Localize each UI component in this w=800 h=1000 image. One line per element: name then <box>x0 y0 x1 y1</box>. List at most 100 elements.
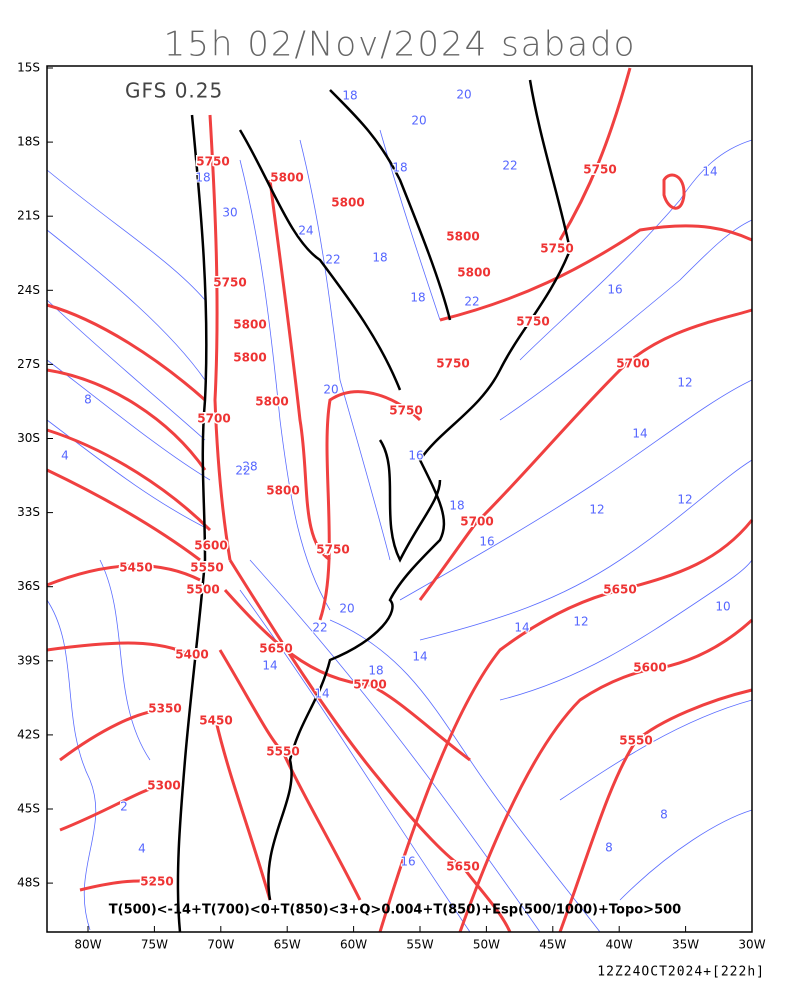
thickness-label: 14 <box>514 621 529 635</box>
lon-label: 50W <box>473 938 500 952</box>
height-contour <box>558 688 753 933</box>
lat-label: 18S <box>17 135 40 149</box>
height-label: 5800 <box>233 351 266 365</box>
thickness-line <box>249 559 541 933</box>
height-contour <box>318 390 422 621</box>
thickness-label: 28 <box>242 460 257 474</box>
lon-label: 55W <box>406 938 433 952</box>
thickness-label: 18 <box>342 89 357 103</box>
thickness-label: 12 <box>573 615 588 629</box>
height-contour <box>208 114 232 561</box>
height-contour <box>59 784 161 832</box>
thickness-line <box>499 559 753 701</box>
lon-label: 45W <box>539 938 566 952</box>
map-title: 15h 02/Nov/2024 sabado <box>164 25 637 65</box>
thickness-label: 2 <box>120 800 128 814</box>
height-contour <box>558 67 632 241</box>
height-contour <box>46 564 201 587</box>
thickness-label: 22 <box>235 464 250 478</box>
thickness-line <box>419 459 753 641</box>
thickness-line <box>399 379 753 601</box>
lat-label: 24S <box>17 283 40 297</box>
thickness-label: 20 <box>411 114 426 128</box>
height-label: 5800 <box>331 196 364 210</box>
thickness-line <box>46 299 206 441</box>
height-contour <box>79 879 158 892</box>
thickness-label: 8 <box>605 841 613 855</box>
height-label: 5800 <box>270 171 303 185</box>
thickness-label: 18 <box>392 161 407 175</box>
height-label: 5750 <box>516 315 549 329</box>
height-label: 5300 <box>147 779 180 793</box>
height-contour <box>46 368 207 471</box>
height-contour <box>218 649 362 901</box>
thickness-label: 18 <box>449 499 464 513</box>
height-label: 5600 <box>633 661 666 675</box>
legend-text: T(500)<-14+T(700)<0+T(850)<3+Q>0.004+T(8… <box>109 903 681 918</box>
thickness-label: 22 <box>502 159 517 173</box>
height-label: 5550 <box>619 734 652 748</box>
thickness-label: 22 <box>312 621 327 635</box>
blue-contours <box>46 129 753 933</box>
lat-label: 36S <box>17 579 40 593</box>
thickness-label: 12 <box>677 493 692 507</box>
thickness-line <box>619 809 753 901</box>
height-contour <box>418 308 753 601</box>
height-label: 5750 <box>583 163 616 177</box>
model-label: GFS 0.25 <box>125 79 223 103</box>
lon-label: 75W <box>141 938 168 952</box>
height-label: 5750 <box>316 543 349 557</box>
height-label: 5650 <box>259 642 292 656</box>
lon-label: 80W <box>74 938 101 952</box>
height-label: 5800 <box>446 230 479 244</box>
height-label: 5500 <box>186 583 219 597</box>
thickness-line <box>519 139 753 361</box>
thickness-label: 16 <box>408 449 423 463</box>
thickness-label: 12 <box>677 376 692 390</box>
thickness-label: 12 <box>589 503 604 517</box>
red-contours <box>46 67 754 933</box>
height-label: 5650 <box>446 860 479 874</box>
lat-label: 27S <box>17 357 40 371</box>
height-contour <box>214 720 272 901</box>
height-label: 5450 <box>199 714 232 728</box>
thickness-label: 4 <box>61 449 69 463</box>
height-contour <box>662 173 686 210</box>
lon-label: 35W <box>672 938 699 952</box>
height-label: 5350 <box>148 702 181 716</box>
height-contour <box>46 428 212 532</box>
lon-label: 30W <box>738 938 765 952</box>
height-contour <box>46 303 206 402</box>
thickness-label: 22 <box>325 253 340 267</box>
height-contour <box>458 618 754 933</box>
thickness-label: 20 <box>456 88 471 102</box>
thickness-label: 18 <box>195 171 210 185</box>
height-label: 5750 <box>436 357 469 371</box>
thickness-line <box>559 699 753 801</box>
thickness-line <box>46 229 206 381</box>
height-contour <box>46 468 201 562</box>
thickness-label: 30 <box>222 206 237 220</box>
thickness-label: 18 <box>372 251 387 265</box>
lon-label: 60W <box>340 938 367 952</box>
height-label: 5800 <box>266 484 299 498</box>
thickness-line <box>46 419 211 531</box>
lat-label: 48S <box>17 876 40 890</box>
lon-label: 70W <box>207 938 234 952</box>
height-contour <box>268 179 331 562</box>
lat-label: 21S <box>17 209 40 223</box>
thickness-label: 16 <box>400 855 415 869</box>
height-label: 5750 <box>540 242 573 256</box>
height-label: 5750 <box>389 404 422 418</box>
height-label: 5800 <box>233 318 266 332</box>
height-contour <box>46 641 191 657</box>
thickness-label: 10 <box>715 600 730 614</box>
thickness-label: 14 <box>314 687 329 701</box>
coastline <box>176 114 208 933</box>
thickness-line <box>46 599 97 931</box>
thickness-label: 20 <box>339 602 354 616</box>
height-contour <box>223 588 471 762</box>
height-label: 5600 <box>194 539 227 553</box>
thickness-label: 14 <box>262 659 277 673</box>
